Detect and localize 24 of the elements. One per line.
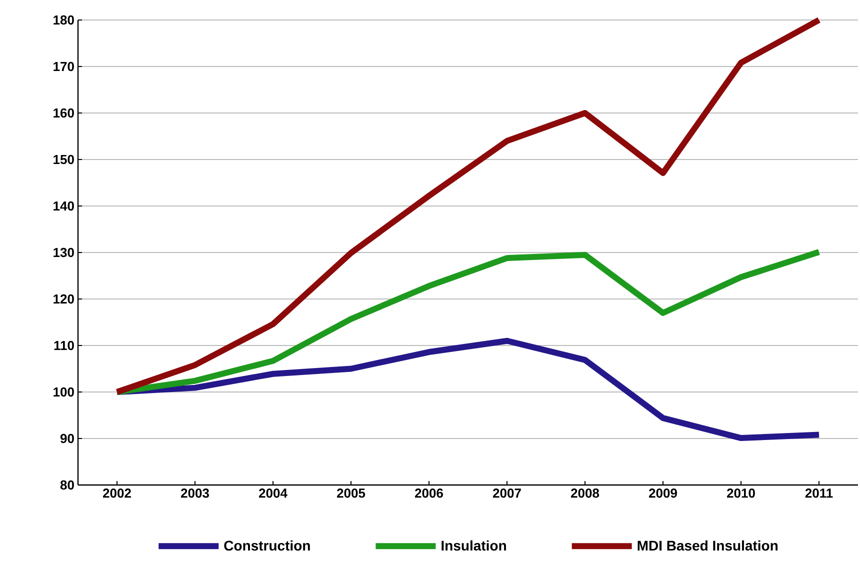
legend-label: MDI Based Insulation (638, 540, 778, 551)
x-tick-label: 2002 (102, 488, 131, 498)
y-tick-label: 80 (60, 480, 74, 490)
y-tick-label: 180 (54, 15, 74, 25)
y-tick-label: 110 (54, 340, 74, 350)
x-tick-label: 2007 (493, 488, 521, 498)
x-tick-label: 2009 (649, 488, 677, 498)
y-tick-label: 120 (54, 294, 74, 304)
legend-label: Insulation (442, 540, 506, 551)
x-tick-label: 2010 (727, 488, 755, 498)
y-tick-label: 160 (54, 108, 74, 118)
x-tick-label: 2008 (571, 488, 600, 498)
y-tick-label: 130 (54, 248, 74, 258)
x-tick-label: 2005 (336, 488, 366, 498)
x-tick-label: 2003 (180, 488, 209, 498)
y-tick-label: 140 (54, 201, 74, 211)
x-tick-label: 2004 (259, 488, 288, 498)
x-tick-label: 2006 (414, 488, 443, 498)
y-tick-label: 170 (54, 62, 74, 72)
y-tick-label: 90 (60, 434, 74, 444)
y-tick-label: 150 (54, 154, 74, 164)
y-tick-label: 100 (54, 387, 74, 397)
legend-label: Construction (224, 540, 310, 551)
x-tick-label: 2011 (805, 488, 833, 498)
